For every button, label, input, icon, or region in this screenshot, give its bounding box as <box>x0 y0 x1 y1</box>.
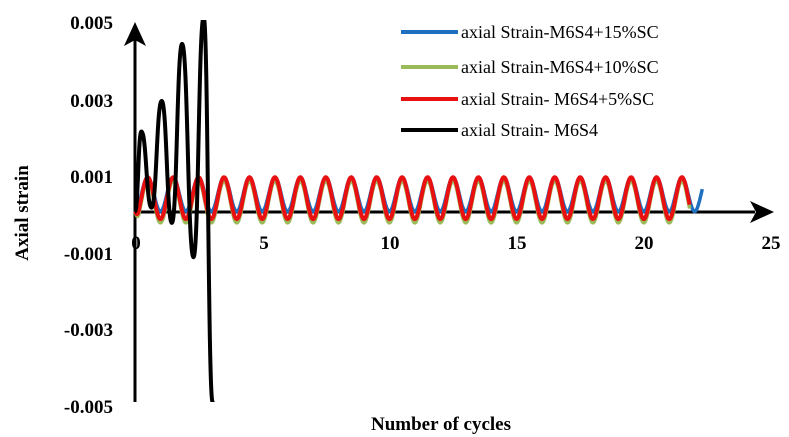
y-tick-label: 0.003 <box>70 91 113 112</box>
x-tick-label: 25 <box>762 233 781 254</box>
x-tick-label: 15 <box>508 233 527 254</box>
legend-label: axial Strain-M6S4+15%SC <box>461 22 659 42</box>
y-tick-label: 0.001 <box>70 167 113 188</box>
series-line-m6s4 <box>133 20 215 402</box>
legend-label: axial Strain- M6S4 <box>461 120 598 140</box>
series-line-5sc <box>133 175 692 222</box>
y-axis-arrow <box>124 22 146 46</box>
legend-label: axial Strain-M6S4+10%SC <box>461 57 659 77</box>
y-tick-label: -0.003 <box>64 320 113 341</box>
y-tick-label: -0.001 <box>64 244 113 265</box>
x-axis-arrow <box>750 201 774 223</box>
y-tick-label: -0.005 <box>64 397 113 418</box>
x-tick-label: 5 <box>259 233 269 254</box>
x-axis-title: Number of cycles <box>371 414 511 435</box>
x-tick-label: 10 <box>381 233 400 254</box>
legend: axial Strain-M6S4+15%SC axial Strain-M6S… <box>401 22 659 140</box>
y-axis-title: Axial strain <box>12 165 33 261</box>
legend-label: axial Strain- M6S4+5%SC <box>461 89 654 109</box>
x-tick-label: 0 <box>131 233 141 254</box>
x-tick-label: 20 <box>635 233 654 254</box>
y-tick-label: 0.005 <box>70 13 113 34</box>
